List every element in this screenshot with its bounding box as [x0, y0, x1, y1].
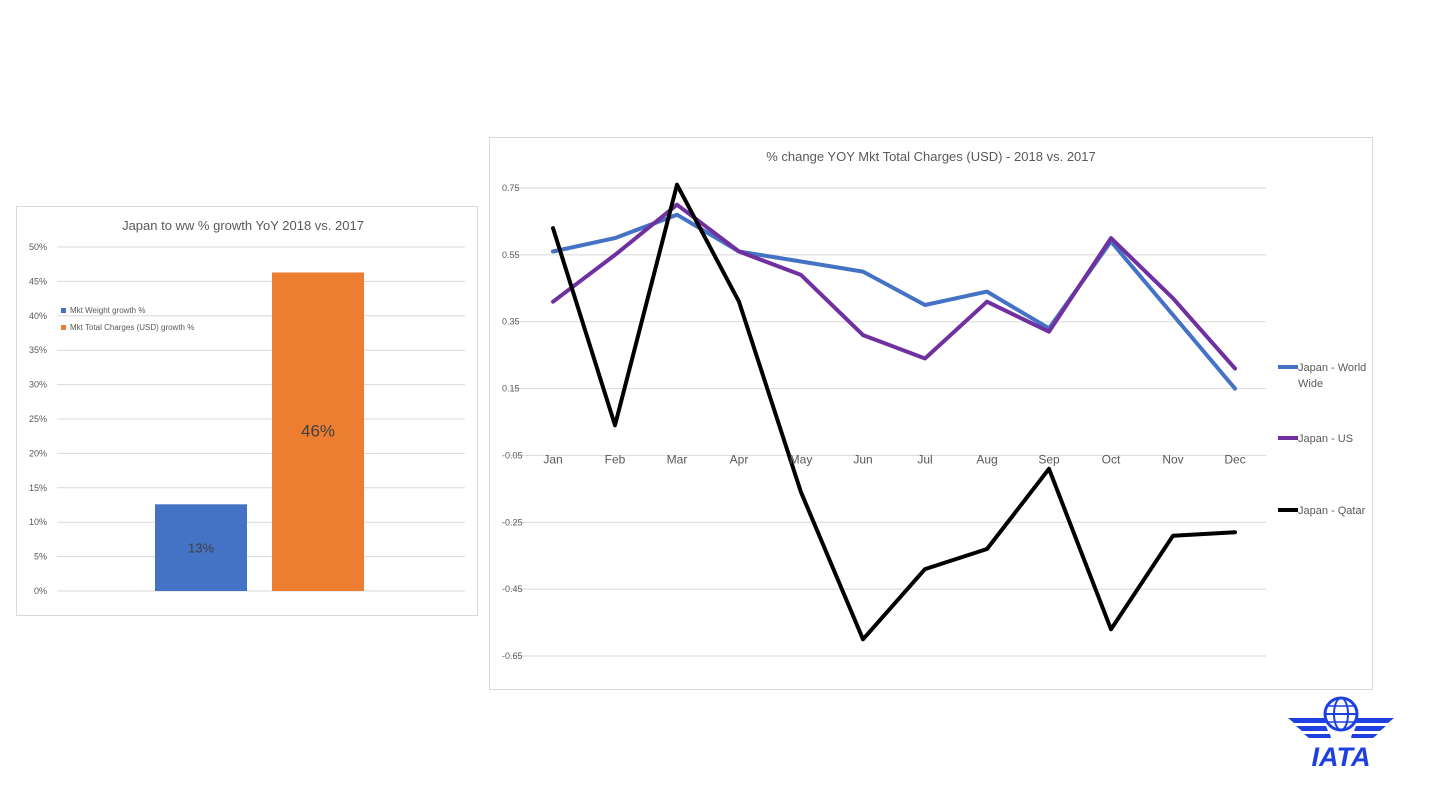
- series-line-us: [551, 202, 1237, 371]
- line-x-category-label: Mar: [667, 452, 688, 466]
- logo-text: IATA: [1312, 742, 1371, 770]
- line-gridlines: [510, 187, 1266, 657]
- line-x-category-label: Jul: [917, 452, 932, 466]
- legend-swatch-weight: [61, 308, 66, 313]
- bar-y-tick-label: 10%: [29, 517, 47, 527]
- legend-label-charges: Mkt Total Charges (USD) growth %: [70, 323, 194, 332]
- line-y-tick-label: 0.35: [502, 317, 520, 327]
- line-legend: Japan - World Wide Japan - US Japan - Qa…: [1278, 362, 1366, 517]
- bar-legend: Mkt Weight growth % Mkt Total Charges (U…: [61, 306, 194, 332]
- line-chart: % change YOY Mkt Total Charges (USD) - 2…: [502, 149, 1366, 661]
- line-y-tick-label: -0.45: [502, 584, 523, 594]
- bar-marks: 13% 46%: [155, 272, 364, 591]
- line-series: [551, 182, 1237, 642]
- line-x-category-label: Aug: [976, 452, 997, 466]
- line-y-tick-label: -0.05: [502, 450, 523, 460]
- line-y-tick-label: -0.25: [502, 517, 523, 527]
- bar-y-tick-label: 25%: [29, 414, 47, 424]
- line-x-category-label: Jun: [853, 452, 872, 466]
- bar-chart: Japan to ww % growth YoY 2018 vs. 2017 0…: [29, 218, 465, 596]
- bar-y-tick-label: 50%: [29, 242, 47, 252]
- line-y-tick-label: 0.55: [502, 250, 520, 260]
- line-y-axis: 0.75 0.55 0.35 0.15 -0.05 -0.25 -0.45 -0.65: [502, 183, 523, 661]
- line-x-category-label: May: [790, 452, 813, 466]
- bar-y-tick-label: 0%: [34, 586, 47, 596]
- line-x-category-label: Jan: [543, 452, 562, 466]
- legend-label-world-wide-1: Japan - World: [1298, 362, 1366, 374]
- legend-label-weight: Mkt Weight growth %: [70, 306, 145, 315]
- line-x-category-label: Apr: [730, 452, 749, 466]
- line-chart-panel: % change YOY Mkt Total Charges (USD) - 2…: [489, 137, 1373, 690]
- bar-y-tick-label: 5%: [34, 552, 47, 562]
- line-y-tick-label: 0.75: [502, 183, 520, 193]
- bar-data-label: 13%: [188, 541, 214, 556]
- line-x-category-label: Nov: [1162, 452, 1183, 466]
- bar-y-tick-label: 35%: [29, 345, 47, 355]
- bar-weight: [155, 504, 247, 591]
- legend-label-us: Japan - US: [1298, 433, 1353, 445]
- bar-y-tick-label: 30%: [29, 380, 47, 390]
- series-line-qatar: [551, 182, 1237, 642]
- line-x-category-label: Dec: [1224, 452, 1245, 466]
- line-x-category-label: Feb: [605, 452, 626, 466]
- line-y-tick-label: 0.15: [502, 384, 520, 394]
- line-x-axis: Jan Feb Mar Apr May Jun Jul Aug Sep Oct Nov Dec: [543, 452, 1245, 466]
- line-y-tick-label: -0.65: [502, 651, 523, 661]
- bar-y-tick-label: 45%: [29, 276, 47, 286]
- legend-swatch-charges: [61, 325, 66, 330]
- series-line-world-wide: [551, 212, 1237, 391]
- line-chart-title: % change YOY Mkt Total Charges (USD) - 2…: [766, 149, 1096, 164]
- bar-charges: [272, 272, 364, 591]
- globe-wings-icon: IATA: [1288, 696, 1394, 770]
- bar-chart-title: Japan to ww % growth YoY 2018 vs. 2017: [122, 218, 364, 233]
- bar-chart-panel: Japan to ww % growth YoY 2018 vs. 2017 0…: [16, 206, 478, 616]
- legend-label-qatar: Japan - Qatar: [1298, 505, 1366, 517]
- bar-y-axis: 0% 5% 10% 15% 20% 25% 30% 35% 40% 45% 50%: [29, 242, 47, 596]
- line-x-category-label: Sep: [1038, 452, 1060, 466]
- bar-y-tick-label: 15%: [29, 483, 47, 493]
- line-x-category-label: Oct: [1102, 452, 1121, 466]
- bar-gridlines: [57, 246, 465, 592]
- bar-y-tick-label: 20%: [29, 448, 47, 458]
- legend-label-world-wide-2: Wide: [1298, 378, 1323, 390]
- bar-data-label: 46%: [301, 422, 335, 441]
- iata-logo: IATA: [1284, 696, 1398, 770]
- bar-y-tick-label: 40%: [29, 311, 47, 321]
